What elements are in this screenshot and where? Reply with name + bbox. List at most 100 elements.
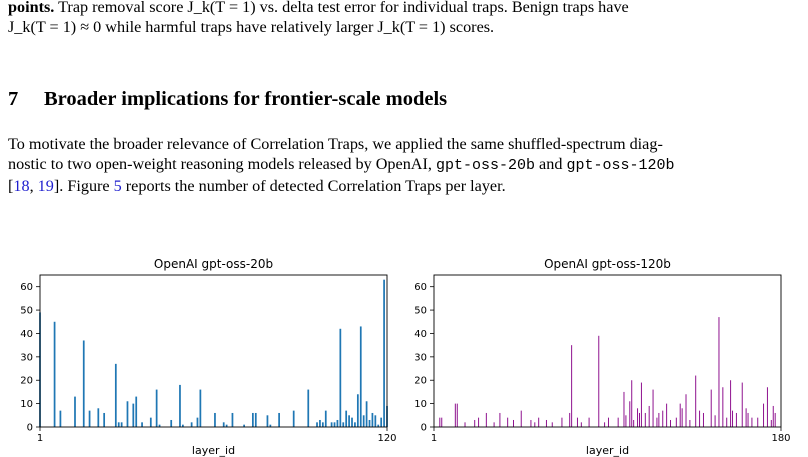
caption-line-1: points. Trap removal score J_k(T = 1) vs… [8,0,804,17]
bar [685,394,687,427]
bar [351,417,353,427]
bar [316,422,318,427]
y-tick-label: 10 [20,399,33,410]
bar [365,401,368,427]
bar [464,422,466,427]
bar [333,422,336,427]
bar [103,412,106,427]
bar [726,417,728,427]
plot-frame [433,274,782,428]
bar [231,412,234,427]
bar [662,410,664,427]
x-axis-label: layer_id [586,444,629,457]
chart-title: OpenAI gpt-oss-20b [154,257,273,271]
bar [633,419,635,427]
bar [732,410,734,427]
x-tick-label: 180 [771,433,790,444]
section-heading: 7 Broader implications for frontier-scale… [8,88,447,111]
bar [598,335,600,427]
bar [374,415,377,427]
bar [493,422,495,427]
bar [254,412,257,427]
bar [59,410,62,427]
bar [656,417,658,427]
figure-ref-link[interactable]: 5 [113,177,122,195]
bar [345,410,348,427]
bar [88,410,91,427]
bar [383,279,385,427]
bar [666,403,668,427]
citation-link-18[interactable]: 18 [13,177,30,195]
bar [580,422,582,427]
bar [681,408,683,427]
plot-frame [39,274,388,428]
bar [571,345,573,427]
bar [652,389,654,427]
bar [561,417,563,427]
section-title: Broader implications for frontier-scale … [44,88,448,110]
bar [456,403,458,427]
bar [507,417,509,427]
bar [499,412,501,427]
y-tick-label: 0 [27,423,33,434]
y-tick-label: 30 [20,352,33,363]
bar [342,422,345,427]
bar [251,412,254,427]
y-tick-label: 20 [414,376,427,387]
bar [362,415,365,427]
bar [196,417,199,427]
bar [741,382,743,427]
bar [356,394,359,427]
bar [534,422,536,427]
bar [644,412,646,427]
bar [763,403,765,427]
bar [321,422,324,427]
chart-title: OpenAI gpt-oss-120b [544,257,671,271]
bar [53,321,56,427]
paragraph-text-4: [ [8,177,14,195]
bar [336,419,339,427]
bar [278,412,280,427]
bar [757,417,759,427]
bar [545,419,547,427]
paragraph-text-5: , [29,177,38,195]
bar [179,384,181,427]
bar [702,412,704,427]
bar [679,403,681,427]
bar [745,408,747,427]
x-axis-label: layer_id [192,444,235,457]
bar [485,412,487,427]
bar [699,410,701,427]
paragraph-text-6: ]. Figure [53,177,114,195]
bar [658,412,660,427]
bar [348,415,350,427]
bar [623,391,625,427]
bar [639,412,640,427]
bar [132,403,135,427]
bar [689,419,691,427]
bar [149,417,152,427]
bar [520,410,522,427]
bar [354,422,356,427]
bar [441,417,443,427]
bar [330,422,333,427]
bar [770,419,772,427]
bar [631,380,633,427]
bar [718,317,720,427]
paragraph-text-1: To motivate the broader relevance of Cor… [8,135,663,153]
caption-bold-lead: points. [8,0,55,16]
bar [454,403,456,427]
bar [588,417,590,427]
bar [120,422,123,427]
bar [512,419,514,427]
bar [670,419,671,427]
bar [551,422,553,427]
bar [637,408,639,427]
y-tick-label: 60 [20,282,33,293]
bar [158,424,161,427]
bar [141,422,143,427]
bar [266,415,269,427]
bar [751,417,753,427]
paragraph-text-3: and [535,155,567,173]
citation-link-19[interactable]: 19 [37,177,54,195]
